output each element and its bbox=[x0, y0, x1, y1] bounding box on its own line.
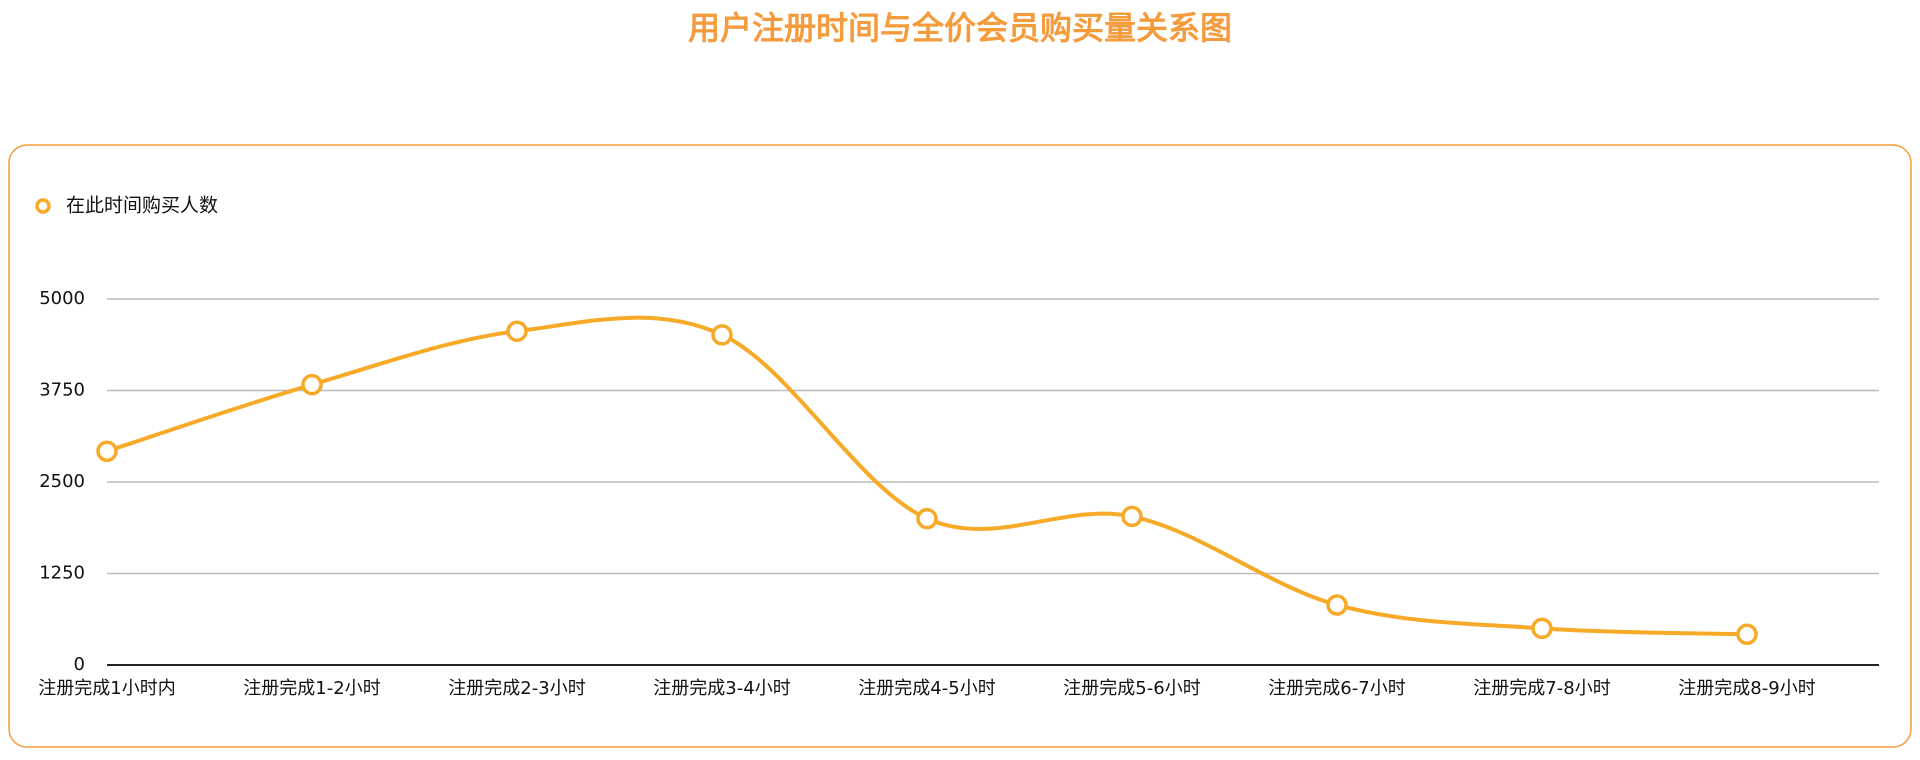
data-point bbox=[1736, 623, 1758, 646]
data-point bbox=[301, 373, 323, 396]
y-tick-label: 0 bbox=[74, 654, 85, 675]
x-tick-label: 注册完成5-6小时 bbox=[1063, 678, 1200, 699]
y-tick-label: 3750 bbox=[39, 380, 85, 401]
data-point bbox=[916, 507, 938, 530]
x-tick-label: 注册完成3-4小时 bbox=[653, 678, 790, 699]
chart-title: 用户注册时间与全价会员购买量关系图 bbox=[688, 9, 1232, 47]
x-tick-label: 注册完成7-8小时 bbox=[1473, 678, 1610, 699]
x-tick-label: 注册完成1-2小时 bbox=[243, 678, 380, 699]
data-point bbox=[1531, 617, 1553, 640]
x-tick-label: 注册完成1小时内 bbox=[38, 678, 175, 699]
data-point bbox=[96, 440, 118, 463]
data-point bbox=[1121, 505, 1143, 528]
y-tick-label: 2500 bbox=[39, 471, 85, 492]
legend-marker bbox=[35, 198, 51, 214]
data-point bbox=[1326, 594, 1348, 616]
chart-frame bbox=[8, 144, 1912, 748]
line-series bbox=[106, 315, 1748, 637]
y-tick-label: 5000 bbox=[39, 288, 85, 309]
x-tick-label: 注册完成2-3小时 bbox=[448, 678, 585, 699]
x-tick-label: 注册完成4-5小时 bbox=[858, 678, 995, 699]
data-point bbox=[506, 320, 528, 342]
data-point bbox=[711, 324, 733, 346]
x-tick-label: 注册完成8-9小时 bbox=[1678, 678, 1815, 699]
x-tick-label: 注册完成6-7小时 bbox=[1268, 678, 1405, 699]
legend-label: 在此时间购买人数 bbox=[66, 195, 218, 217]
y-tick-label: 1250 bbox=[39, 563, 85, 584]
